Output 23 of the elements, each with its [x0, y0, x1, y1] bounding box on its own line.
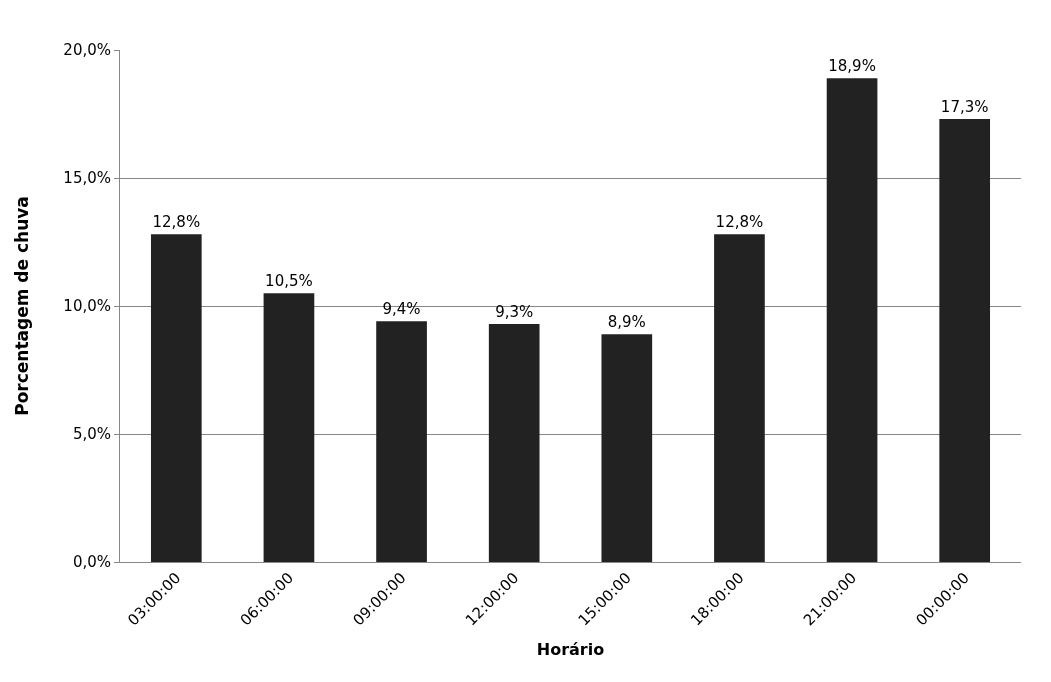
bar	[150, 234, 202, 562]
y-tick-label: 15,0%	[63, 169, 111, 188]
data-label: 18,9%	[828, 57, 876, 76]
bar	[376, 321, 427, 562]
y-tick-label: 0,0%	[72, 553, 111, 572]
bar	[601, 334, 653, 562]
y-tick-label: 5,0%	[72, 425, 111, 444]
y-tick-label: 20,0%	[63, 41, 111, 60]
bar	[826, 78, 878, 562]
data-label: 12,8%	[715, 213, 764, 232]
bar	[488, 323, 540, 562]
y-tick-label: 10,0%	[63, 297, 111, 316]
bar	[939, 119, 991, 562]
data-label: 9,4%	[382, 300, 421, 319]
bar	[714, 234, 765, 562]
data-label: 12,8%	[152, 213, 201, 232]
data-label: 9,3%	[495, 302, 534, 321]
data-label: 8,9%	[607, 313, 646, 332]
data-label: 10,5%	[265, 272, 313, 291]
data-label: 17,3%	[940, 98, 989, 117]
bar	[263, 293, 315, 562]
x-axis-title: Horário	[536, 639, 605, 659]
y-axis-title: Porcentagem de chuva	[11, 196, 32, 416]
